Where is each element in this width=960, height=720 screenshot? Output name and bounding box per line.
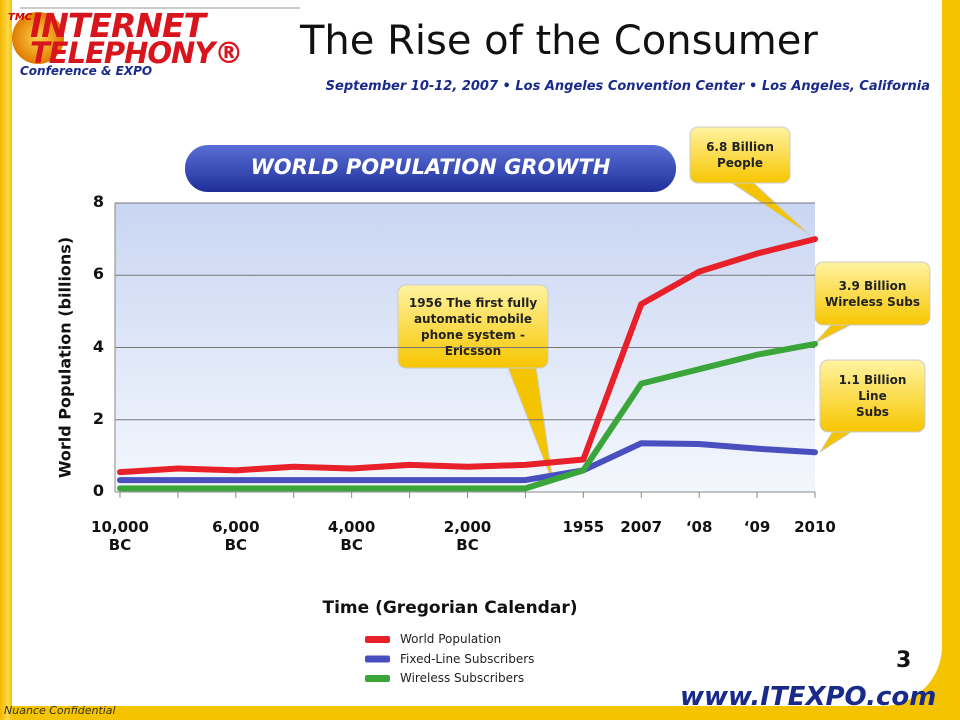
logo-badge: TMC — [8, 12, 33, 23]
page-number: 3 — [896, 648, 912, 673]
slide-subtitle: September 10-12, 2007 • Los Angeles Conv… — [325, 79, 930, 94]
logo-line: TELEPHONY® — [30, 36, 243, 70]
callout-line: People — [716, 156, 764, 170]
data-line — [117, 440, 818, 484]
data-line — [117, 340, 818, 492]
callout-line: Line — [858, 389, 887, 403]
callout-line: Ericsson — [444, 343, 502, 358]
data-line — [117, 236, 818, 476]
y-axis-title: World Population (billions) — [55, 236, 75, 479]
callout-text: 1956 The first fully automatic mobile phon… — [398, 295, 548, 359]
x-tick-label: ‘08 — [685, 518, 713, 536]
footer-url: www.ITEXPO.com — [680, 682, 937, 712]
y-tick-label: 4 — [92, 336, 104, 356]
y-tick-label: 2 — [92, 408, 104, 428]
x-tick-label: 10,000 BC — [91, 518, 149, 554]
x-tick-label: 1955 — [562, 518, 605, 536]
x-tick-label: 2010 — [794, 518, 836, 536]
logo-globe — [12, 12, 64, 64]
slide-title: The Rise of the Consumer — [300, 18, 818, 64]
x-axis-title: Time (Gregorian Calendar) — [322, 598, 578, 618]
callout-line: 1.1 Billion — [838, 373, 907, 387]
legend-label: Fixed-Line Subscribers — [400, 651, 535, 666]
callout-box — [689, 126, 791, 184]
callout-line: 1956 The first fully — [408, 295, 538, 310]
callout-text: 3.9 Billion Wireless Subs — [815, 278, 930, 310]
chart-banner — [185, 145, 676, 192]
x-tick-label: 4,000 BC — [327, 518, 376, 554]
legend-label: World Population — [400, 632, 502, 646]
legend-swatch — [365, 636, 390, 643]
chart-title: WORLD POPULATION GROWTH — [250, 155, 611, 179]
y-tick-label: 0 — [92, 481, 104, 500]
x-tick-label: 2007 — [620, 518, 663, 536]
callout-line: automatic mobile — [413, 311, 533, 326]
legend-swatch — [365, 675, 390, 682]
callout-text: 6.8 Billion People — [690, 139, 790, 171]
x-tick-label: 2,000 BC — [443, 518, 492, 554]
x-tick-label: 6,000 BC — [212, 518, 260, 554]
legend-label: Wireless Subscribers — [400, 671, 525, 685]
legend-swatch — [365, 655, 390, 663]
confidential-note: Nuance Confidential — [4, 704, 116, 717]
logo-line: Conference & EXPO — [20, 64, 153, 78]
callout-text: 1.1 Billion Line Subs — [820, 372, 925, 420]
callout-line: Wireless Subs — [824, 294, 921, 309]
callout-box — [814, 261, 931, 326]
callout-line: phone system - — [421, 327, 525, 342]
callout-line: 3.9 Billion — [838, 278, 907, 293]
x-tick-label: ‘09 — [743, 518, 771, 536]
callout-line: 6.8 Billion — [706, 140, 774, 154]
y-tick-label: 8 — [92, 192, 104, 211]
callout-box — [819, 359, 926, 433]
y-tick-label: 6 — [92, 264, 104, 284]
logo-line: INTERNET — [30, 6, 206, 45]
callout-line: Subs — [856, 405, 889, 419]
